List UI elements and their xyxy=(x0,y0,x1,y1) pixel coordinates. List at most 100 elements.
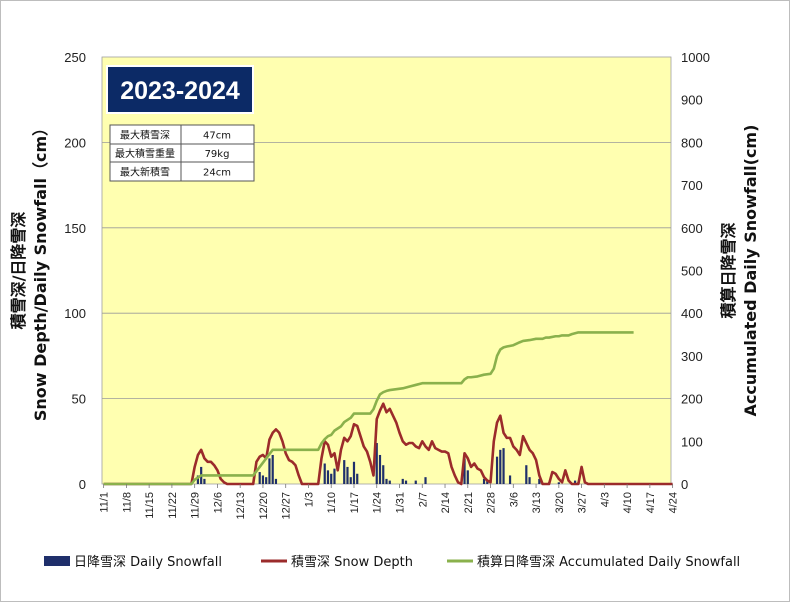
x-tick-label: 12/20 xyxy=(258,492,270,520)
daily-snowfall-bar xyxy=(424,477,427,484)
right-tick-label: 0 xyxy=(681,477,688,492)
daily-snowfall-bar xyxy=(538,478,541,484)
daily-snowfall-bar xyxy=(382,465,385,484)
daily-snowfall-bar xyxy=(352,461,356,484)
daily-snowfall-bar xyxy=(323,463,326,484)
daily-snowfall-bar xyxy=(349,477,352,484)
daily-snowfall-bar xyxy=(528,477,531,484)
x-tick-label: 11/15 xyxy=(144,492,156,519)
stat-value-max-new-snow: 24cm xyxy=(203,168,231,179)
snow-depth-line xyxy=(103,402,673,486)
x-tick-label: 11/1 xyxy=(99,492,111,513)
right-axis-title: 積算日降雪深 Accumulated Daily Snowfall(cm) xyxy=(719,125,760,417)
daily-snowfall-bar xyxy=(466,470,469,484)
x-tick-label: 11/22 xyxy=(167,492,179,519)
stats-table: 最大積雪深 47cm 最大積雪重量 79kg 最大新積雪 24cm xyxy=(109,124,255,182)
daily-snowfall-bar xyxy=(495,456,499,484)
x-tick-label: 1/3 xyxy=(303,492,315,507)
right-tick-label: 400 xyxy=(681,306,703,321)
daily-snowfall-bar xyxy=(502,448,505,484)
daily-snowfall-bar xyxy=(356,473,359,484)
stat-value-max-weight: 79kg xyxy=(205,149,230,160)
right-tick-label: 800 xyxy=(681,135,703,150)
left-tick-label: 0 xyxy=(79,477,86,492)
daily-snowfall-bar xyxy=(265,477,268,484)
x-tick-label: 3/20 xyxy=(554,492,566,513)
x-tick-label: 3/27 xyxy=(577,492,589,513)
x-tick-label: 2/28 xyxy=(486,492,498,513)
stat-label-max-new-snow: 最大新積雪 xyxy=(120,166,170,179)
legend-label-daily-snowfall: 日降雪深 Daily Snowfall xyxy=(74,555,222,570)
right-tick-label: 300 xyxy=(681,349,703,364)
left-tick-label: 150 xyxy=(64,221,86,236)
x-tick-label: 4/24 xyxy=(668,492,680,513)
daily-snowfall-bar xyxy=(326,470,330,484)
left-y-axis: 0 50 100 150 200 250 xyxy=(64,50,86,492)
x-tick-label: 12/13 xyxy=(235,492,247,520)
daily-snowfall-bar xyxy=(196,475,200,484)
x-tick-label: 12/27 xyxy=(281,492,293,520)
stat-label-max-depth: 最大積雪深 xyxy=(120,129,170,142)
daily-snowfall-bar xyxy=(330,473,333,484)
season-badge-box xyxy=(106,65,254,114)
x-tick-label: 2/14 xyxy=(440,492,452,513)
right-tick-label: 900 xyxy=(681,93,703,108)
stat-label-max-weight: 最大積雪重量 xyxy=(115,147,175,160)
daily-snowfall-bar xyxy=(346,466,349,484)
daily-snowfall-bar xyxy=(401,478,404,484)
daily-snowfall-bar xyxy=(414,480,417,484)
x-tick-label: 2/21 xyxy=(463,492,475,513)
legend-label-snow-depth: 積雪深 Snow Depth xyxy=(291,555,413,570)
daily-snowfall-bar xyxy=(573,480,577,484)
x-tick-label: 1/31 xyxy=(395,492,407,513)
x-tick-label: 3/13 xyxy=(531,492,543,513)
daily-snowfall-bar xyxy=(203,478,206,484)
x-tick-label: 3/6 xyxy=(508,492,520,507)
x-tick-label: 4/10 xyxy=(622,492,634,513)
daily-snowfall-bar xyxy=(385,478,388,484)
right-tick-label: 200 xyxy=(681,392,703,407)
daily-snowfall-bar xyxy=(482,478,486,484)
accumulated-snowfall-line xyxy=(103,331,634,486)
x-tick-label: 1/24 xyxy=(372,492,384,513)
left-tick-label: 100 xyxy=(64,306,86,321)
right-tick-label: 700 xyxy=(681,178,703,193)
legend: 日降雪深 Daily Snowfall 積雪深 Snow Depth 積算日降雪… xyxy=(44,555,740,570)
daily-snowfall-bar xyxy=(557,482,560,484)
stat-value-max-depth: 47cm xyxy=(203,131,231,142)
daily-snowfall-bar xyxy=(499,449,502,484)
daily-snowfall-bar xyxy=(378,454,382,484)
daily-snowfall-bar xyxy=(486,480,489,484)
x-axis: 11/1 11/8 11/15 11/22 11/29 12/6 12/13 12/20 12/… xyxy=(99,484,680,520)
daily-snowfall-bar xyxy=(268,458,271,484)
right-tick-label: 500 xyxy=(681,264,703,279)
x-tick-label: 4/17 xyxy=(645,492,657,513)
daily-snowfall-bar xyxy=(375,443,378,484)
x-tick-label: 12/6 xyxy=(212,492,224,513)
legend-swatch-daily-snowfall xyxy=(44,556,70,566)
x-tick-label: 11/29 xyxy=(190,492,202,519)
left-tick-label: 50 xyxy=(72,392,86,407)
x-tick-label: 2/7 xyxy=(417,492,429,507)
legend-label-accumulated: 積算日降雪深 Accumulated Daily Snowfall xyxy=(477,555,740,570)
right-tick-label: 100 xyxy=(681,434,703,449)
daily-snowfall-bar xyxy=(261,475,265,484)
right-y-axis: 0 100 200 300 400 500 600 700 800 900 1000 xyxy=(681,50,710,492)
x-tick-label: 4/3 xyxy=(599,492,611,507)
daily-snowfall-bar xyxy=(525,465,528,484)
season-badge: 2023-2024 xyxy=(120,77,240,105)
daily-snowfall-bar xyxy=(271,454,274,484)
daily-snowfall-bar xyxy=(333,468,336,484)
left-tick-label: 200 xyxy=(64,135,86,150)
x-tick-label: 1/10 xyxy=(326,492,338,513)
right-tick-label: 600 xyxy=(681,221,703,236)
line-series xyxy=(103,331,673,486)
daily-snowfall-bar xyxy=(274,478,278,484)
daily-snowfall-bar xyxy=(343,460,346,484)
daily-snowfall-bar xyxy=(463,458,466,484)
left-axis-title: 積雪深/日降雪深 Snow Depth/Daily Snowfall（cm） xyxy=(9,120,50,421)
daily-snowfall-bar xyxy=(258,472,261,484)
daily-snowfall-bar xyxy=(508,475,512,484)
